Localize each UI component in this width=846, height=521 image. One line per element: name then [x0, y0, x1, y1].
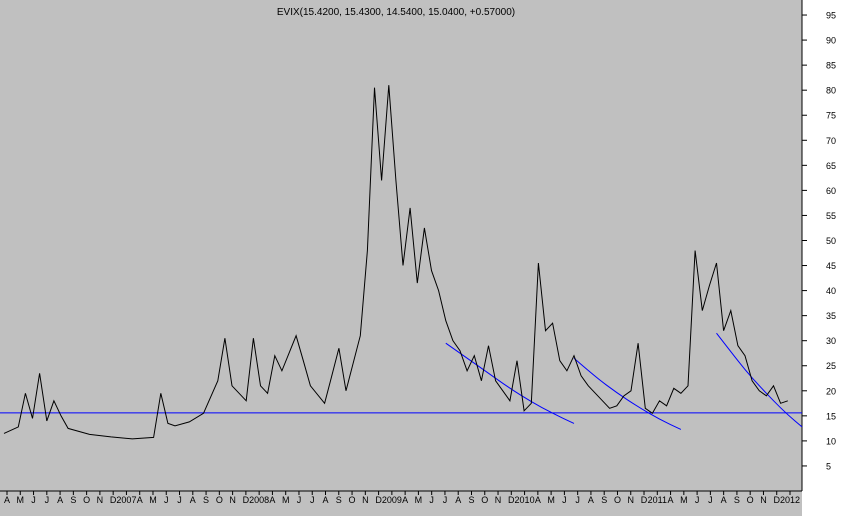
x-tick-label: J: [575, 495, 580, 505]
x-tick-label: A: [668, 495, 674, 505]
x-tick-label: J: [562, 495, 567, 505]
y-tick-label: 85: [826, 61, 836, 71]
x-tick-label: D: [508, 495, 515, 505]
y-tick-label: 75: [826, 111, 836, 121]
x-tick-label: 2012: [780, 495, 800, 505]
series-line-evix: [3, 85, 788, 440]
x-tick-label: S: [601, 495, 607, 505]
chart-title: EVIX(15.4200, 15.4300, 14.5400, 15.0400,…: [277, 7, 515, 18]
y-tick-label: 25: [826, 361, 836, 371]
x-tick-label: A: [402, 495, 408, 505]
y-axis-ticks: 5 10 15 20 25 30 35 40 45 50 55 60 65 70 75 80 85 90 95: [802, 11, 836, 471]
x-tick-label: O: [83, 495, 90, 505]
x-tick-label: S: [70, 495, 76, 505]
x-tick-label: J: [695, 495, 700, 505]
x-tick-label: 2007: [116, 495, 136, 505]
x-tick-label: J: [443, 495, 448, 505]
x-tick-label: A: [323, 495, 329, 505]
x-tick-label: J: [164, 495, 169, 505]
x-tick-label: S: [203, 495, 209, 505]
x-tick-label: O: [481, 495, 488, 505]
x-tick-label: A: [269, 495, 275, 505]
x-tick-label: J: [310, 495, 315, 505]
x-tick-label: O: [349, 495, 356, 505]
x-tick-label: J: [45, 495, 50, 505]
y-tick-label: 15: [826, 411, 836, 421]
x-tick-label: J: [31, 495, 36, 505]
axis-panel: [802, 0, 846, 516]
y-tick-label: 20: [826, 386, 836, 396]
x-tick-label: N: [362, 495, 369, 505]
x-tick-label: A: [190, 495, 196, 505]
x-tick-label: 2011: [648, 495, 667, 505]
x-tick-label: A: [4, 495, 10, 505]
y-tick-label: 80: [826, 86, 836, 96]
x-tick-label: J: [708, 495, 713, 505]
x-tick-label: A: [721, 495, 727, 505]
y-tick-label: 70: [826, 136, 836, 146]
y-tick-label: 35: [826, 311, 836, 321]
x-tick-label: D: [641, 495, 648, 505]
x-tick-label: O: [747, 495, 754, 505]
x-tick-label: A: [137, 495, 143, 505]
x-tick-label: A: [535, 495, 541, 505]
x-tick-label: M: [680, 495, 688, 505]
x-tick-label: O: [614, 495, 621, 505]
x-tick-label: M: [17, 495, 25, 505]
x-tick-label: D: [773, 495, 780, 505]
x-tick-label: M: [149, 495, 157, 505]
x-tick-label: 2010: [515, 495, 535, 505]
y-tick-label: 95: [826, 11, 836, 21]
x-axis-ticks: A M J J A S O N D 2007 A M J J A S O N D 2008 A M J J A S O N D 2009 A…: [4, 491, 800, 505]
x-tick-label: 2008: [249, 495, 269, 505]
plot-background: [0, 0, 802, 516]
decay-trendline: [716, 332, 803, 428]
x-tick-label: J: [297, 495, 302, 505]
x-tick-label: N: [229, 495, 236, 505]
x-tick-label: J: [429, 495, 434, 505]
y-tick-label: 55: [826, 211, 836, 221]
x-tick-label: D: [110, 495, 117, 505]
x-tick-label: O: [216, 495, 223, 505]
x-tick-label: A: [588, 495, 594, 505]
x-tick-label: M: [415, 495, 423, 505]
x-tick-label: N: [97, 495, 104, 505]
y-tick-label: 30: [826, 336, 836, 346]
x-tick-label: 2009: [382, 495, 402, 505]
y-tick-label: 10: [826, 436, 836, 446]
y-tick-label: 5: [826, 461, 831, 471]
y-tick-label: 50: [826, 236, 836, 246]
x-tick-label: S: [468, 495, 474, 505]
x-tick-label: J: [177, 495, 182, 505]
x-tick-label: D: [375, 495, 382, 505]
x-tick-label: M: [547, 495, 555, 505]
x-tick-label: N: [627, 495, 634, 505]
decay-trendline: [573, 357, 682, 430]
x-tick-label: A: [57, 495, 63, 505]
y-tick-label: 60: [826, 186, 836, 196]
x-tick-label: D: [243, 495, 250, 505]
x-tick-label: S: [734, 495, 740, 505]
x-tick-label: N: [760, 495, 767, 505]
x-tick-label: M: [282, 495, 290, 505]
y-tick-label: 65: [826, 161, 836, 171]
x-tick-label: S: [336, 495, 342, 505]
x-tick-label: N: [495, 495, 502, 505]
y-tick-label: 90: [826, 36, 836, 46]
x-tick-label: A: [455, 495, 461, 505]
y-tick-label: 45: [826, 261, 836, 271]
y-tick-label: 40: [826, 286, 836, 296]
